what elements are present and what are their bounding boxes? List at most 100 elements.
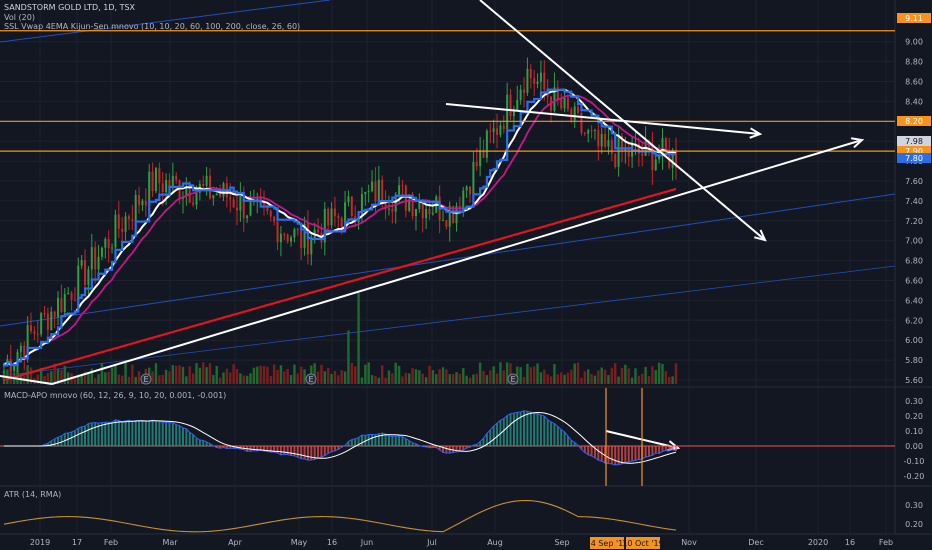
candle-body xyxy=(158,168,161,184)
horizontal-levels[interactable] xyxy=(0,30,895,152)
time-tick-label: Apr xyxy=(228,538,243,547)
moving-averages xyxy=(3,88,677,382)
macd-histogram-bar xyxy=(391,436,394,447)
candle-body xyxy=(19,345,22,352)
candle-body xyxy=(171,175,174,188)
earnings-marker xyxy=(140,373,152,385)
candle-body xyxy=(249,200,252,216)
candle-body xyxy=(502,125,505,129)
volume-bar xyxy=(198,367,202,384)
volume-bar xyxy=(80,375,83,384)
trend-line xyxy=(0,375,53,385)
volume-bar xyxy=(249,373,252,384)
macd-histogram-bar xyxy=(144,421,147,447)
macd-histogram-bar xyxy=(401,436,404,447)
trend-lines[interactable] xyxy=(0,0,865,452)
ssl-indicator-label[interactable]: SSL Vwap 4EMA Kijun-Sen mnovo (10, 10, 2… xyxy=(4,22,301,31)
candle-body xyxy=(121,228,124,232)
volume-bar xyxy=(384,377,387,384)
candle-body xyxy=(111,247,114,249)
macd-histogram-bar xyxy=(631,446,634,462)
macd-histogram-bar xyxy=(124,420,127,447)
volume-bar xyxy=(651,366,654,384)
price-tick-label: 6.40 xyxy=(905,296,923,305)
volume-bar xyxy=(424,377,428,384)
candle-body xyxy=(165,179,168,193)
volume-indicator-label[interactable]: Vol (20) xyxy=(4,13,35,22)
candle-body xyxy=(323,208,326,243)
candle-body xyxy=(84,260,87,286)
candle-body xyxy=(404,185,407,211)
candle-body xyxy=(583,132,586,134)
candle-body xyxy=(654,159,657,171)
volume-bar xyxy=(647,376,651,384)
macd-histogram-bar xyxy=(428,446,431,449)
candle-body xyxy=(675,149,677,168)
candle-body xyxy=(232,199,235,208)
macd-histogram-bar xyxy=(266,446,269,453)
volume-bar xyxy=(60,369,63,384)
candle-body xyxy=(63,294,66,312)
symbol-title[interactable]: SANDSTORM GOLD LTD, 1D, TSX xyxy=(4,3,136,12)
candle-body xyxy=(590,130,593,132)
macd-histogram-bar xyxy=(553,423,556,447)
blue-channel-lines[interactable] xyxy=(0,0,896,377)
macd-histogram-bar xyxy=(171,422,174,447)
macd-histogram-bar xyxy=(165,422,168,447)
candle-body xyxy=(360,193,363,216)
macd-histogram-bar xyxy=(435,446,438,449)
volume-bar xyxy=(232,364,235,384)
candle-body xyxy=(627,147,630,157)
volume-bar xyxy=(46,373,50,384)
volume-bar xyxy=(600,367,603,384)
candle-body xyxy=(36,333,39,335)
volume-bar xyxy=(360,377,364,384)
volume-bar xyxy=(593,375,597,384)
candle-body xyxy=(269,210,272,217)
candle-body xyxy=(452,205,455,224)
axes: 9.008.808.608.408.208.007.807.607.407.20… xyxy=(30,13,931,549)
macd-histogram-bar xyxy=(658,446,661,454)
candle-body xyxy=(239,194,242,211)
price-level-tag-label: 8.20 xyxy=(905,117,923,126)
volume-bar xyxy=(394,362,397,384)
volume-bar xyxy=(104,372,107,384)
volume-bar xyxy=(43,376,46,384)
macd-histogram-bar xyxy=(394,436,397,447)
macd-histogram-bar xyxy=(411,442,414,447)
macd-histogram-bar xyxy=(371,434,374,447)
macd-histogram-bar xyxy=(543,416,546,447)
atr-indicator-label[interactable]: ATR (14, RMA) xyxy=(4,490,62,499)
candle-body xyxy=(104,239,107,248)
macd-indicator-label[interactable]: MACD-APO mnovo (60, 12, 26, 9, 10, 20, 0… xyxy=(4,391,227,400)
price-level-tag-label: 7.90 xyxy=(905,147,923,156)
candle-body xyxy=(391,208,394,212)
volume-bar xyxy=(414,369,418,384)
candle-body xyxy=(431,212,434,215)
volume-bar xyxy=(583,371,587,384)
volume-bar xyxy=(664,371,668,384)
macd-tick-label: 0.30 xyxy=(905,397,923,406)
candle-body xyxy=(526,68,529,93)
macd-histogram-bar xyxy=(647,446,650,457)
volume-bar xyxy=(522,377,526,384)
volume-bar xyxy=(12,376,16,384)
candle-body xyxy=(178,180,181,199)
candle-body xyxy=(327,208,330,226)
macd-histogram-bar xyxy=(583,446,586,453)
volume-bar xyxy=(661,363,664,384)
candle-body xyxy=(107,239,110,249)
volume-bar xyxy=(53,363,56,384)
candle-body xyxy=(475,162,478,167)
macd-histogram-bar xyxy=(590,446,593,457)
macd-histogram-bar xyxy=(181,427,184,447)
macd-tick-label: 0.00 xyxy=(905,442,923,451)
macd-histogram-bar xyxy=(188,432,191,447)
volume-bar xyxy=(563,374,566,384)
candle-body xyxy=(479,150,482,167)
macd-histogram-bar xyxy=(360,435,363,447)
candle-body xyxy=(242,194,245,219)
macd-histogram-bar xyxy=(347,441,350,447)
